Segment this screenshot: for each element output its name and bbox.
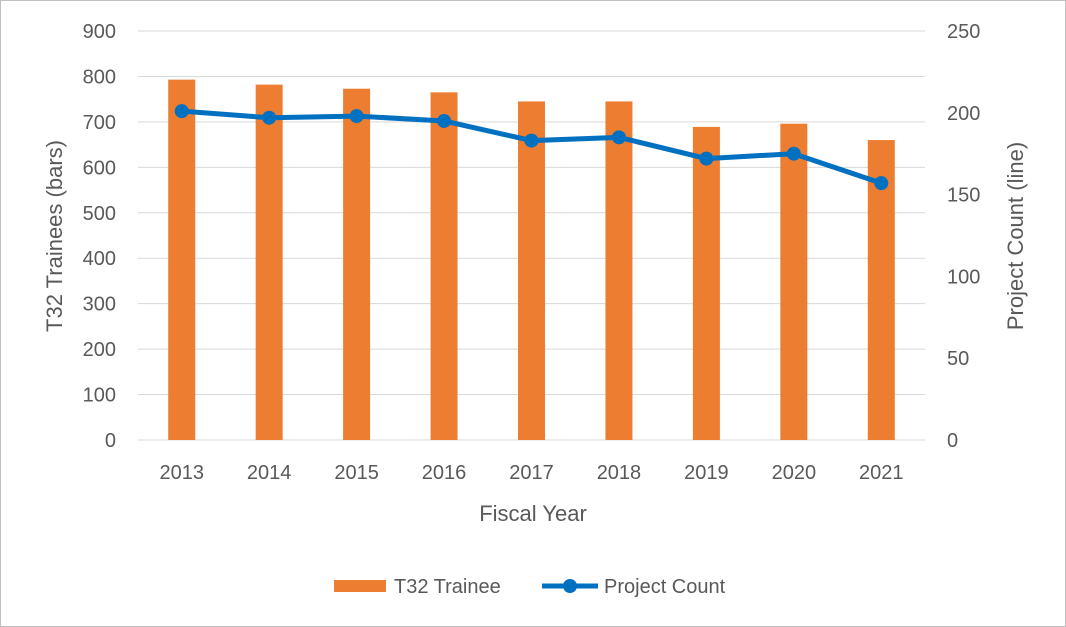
bar [692,126,720,440]
bar [780,123,808,440]
legend-label-bar: T32 Trainee [394,576,501,598]
line-point [699,151,714,166]
line-point [874,176,889,191]
right-axis-tick-label: 50 [947,348,969,370]
legend-label-line: Project Count [604,576,726,598]
right-axis-title: Project Count (line) [1003,142,1028,330]
bar [518,101,545,440]
bar [255,84,283,440]
line-point [349,109,364,124]
line-point [786,146,801,161]
bar [168,79,196,441]
left-axis-tick-label: 800 [83,66,116,88]
bar [605,101,633,440]
left-axis-tick-label: 900 [83,21,116,43]
legend: T32 Trainee Project Count [334,576,726,598]
right-axis-tick-label: 100 [947,266,980,288]
x-axis-tick-label: 2014 [247,462,292,484]
left-axis-tick-label: 300 [83,294,116,316]
legend-swatch-marker [563,579,577,593]
left-axis-ticks: 0 100 200 300 400 500 600 700 800 900 [83,21,116,452]
left-axis-tick-label: 400 [83,248,116,270]
right-axis-tick-label: 150 [947,185,980,207]
x-axis-tick-label: 2015 [334,462,379,484]
line-series [174,104,889,191]
line-point [262,110,277,125]
left-axis-title: T32 Trainees (bars) [42,140,67,332]
line-point [611,130,626,145]
bar [343,88,371,440]
x-axis-tick-label: 2019 [684,462,729,484]
bar [430,92,458,440]
left-axis-tick-label: 0 [105,430,116,452]
left-axis-tick-label: 100 [83,385,116,407]
left-axis-tick-label: 600 [83,157,116,179]
legend-swatch-bar [334,580,386,592]
right-axis-tick-label: 0 [947,430,958,452]
x-axis-tick-label: 2018 [597,462,642,484]
right-axis-tick-label: 250 [947,21,980,43]
line-point [437,113,452,128]
x-axis-tick-label: 2021 [859,462,904,484]
right-axis-tick-label: 200 [947,103,980,125]
x-axis-tick-label: 2020 [772,462,817,484]
left-axis-tick-label: 700 [83,112,116,134]
left-axis-tick-label: 500 [83,203,116,225]
line-point [524,133,539,148]
x-axis-tick-label: 2017 [509,462,554,484]
right-axis-ticks: 0 50 100 150 200 250 [947,21,980,452]
x-axis-tick-label: 2013 [159,462,204,484]
left-axis-tick-label: 200 [83,339,116,361]
line-point [174,104,189,119]
x-axis-title: Fiscal Year [479,501,587,526]
bar-series [168,79,895,441]
x-axis-ticks: 2013 2014 2015 2016 2017 2018 2019 2020 2021 [159,462,903,484]
x-axis-tick-label: 2016 [422,462,467,484]
